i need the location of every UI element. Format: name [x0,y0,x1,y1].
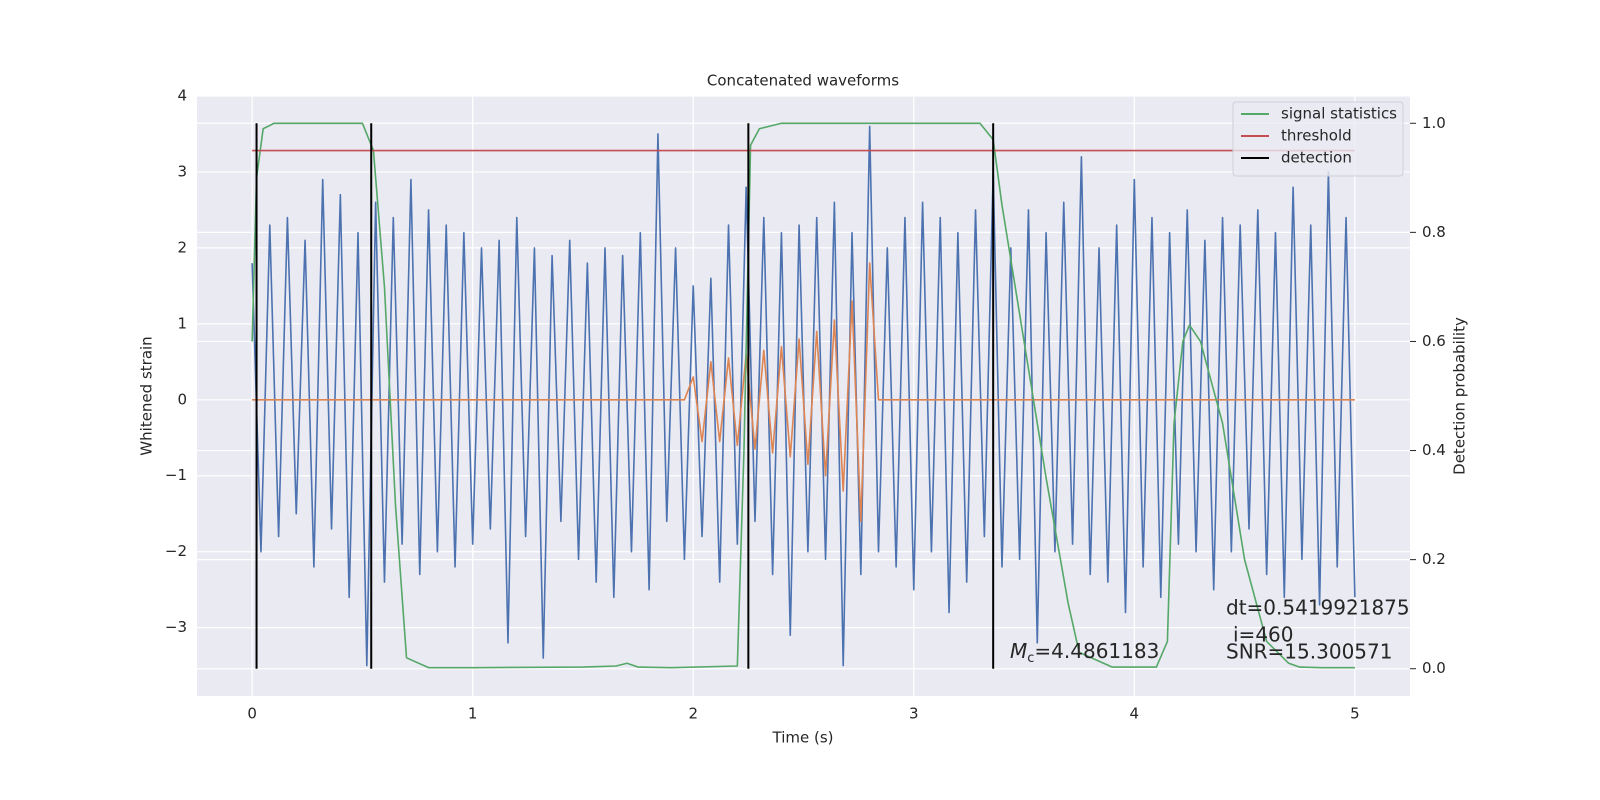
y-tick-label: 2 [177,238,187,256]
x-tick-label: 4 [1130,705,1140,723]
legend-label: signal statistics [1281,105,1397,123]
legend: signal statistics threshold detection [1232,101,1404,177]
annotation-index: i=460 [1233,623,1294,647]
x-tick-label: 2 [688,705,698,723]
axes: 0 1 2 3 4 5 −3 −2 −1 0 1 2 3 4 0.0 0.2 0.4 0.6 0.8 1.0 [165,87,1446,723]
marks [251,122,1356,669]
y-tick-label: 3 [177,162,187,180]
y-tick-label: −2 [165,542,187,560]
y2-tick-label: 0.2 [1422,550,1446,568]
series-line [252,262,1355,523]
x-tick-label: 5 [1350,705,1360,723]
legend-box [1232,101,1404,177]
annotation-mc-value: =4.4861183 [1034,639,1159,663]
y-tick-label: 1 [177,314,187,332]
y2-tick-label: 0.0 [1422,659,1446,677]
y-tick-label: 0 [177,390,187,408]
chart-title: Concatenated waveforms [707,72,899,90]
annotation-mc-symbol: M [1010,639,1027,663]
series-line [251,125,1356,667]
x-tick-label: 1 [468,705,478,723]
annotation-snr: SNR=15.300571 [1226,640,1392,664]
x-tick-label: 3 [909,705,919,723]
series-line [251,122,1355,669]
y-tick-label: 4 [177,87,187,105]
y2-tick-label: 0.4 [1422,441,1446,459]
x-tick-label: 0 [247,705,257,723]
annotation-mc-subscript: c [1027,651,1034,666]
legend-label: threshold [1281,127,1352,145]
y-axis-label: Whitened strain [138,336,156,455]
annotation-dt: dt=0.5419921875 [1226,596,1410,620]
y-tick-label: −1 [165,466,187,484]
y2-tick-label: 0.8 [1422,223,1446,241]
legend-label: detection [1281,149,1352,167]
y2-tick-label: 1.0 [1422,114,1446,132]
y2-axis-label: Detection probability [1451,317,1469,475]
annotation-chirp-mass: Mc=4.4861183 [1010,639,1159,666]
y-tick-label: −3 [165,618,187,636]
y2-tick-label: 0.6 [1422,332,1446,350]
x-axis-label: Time (s) [772,729,834,747]
